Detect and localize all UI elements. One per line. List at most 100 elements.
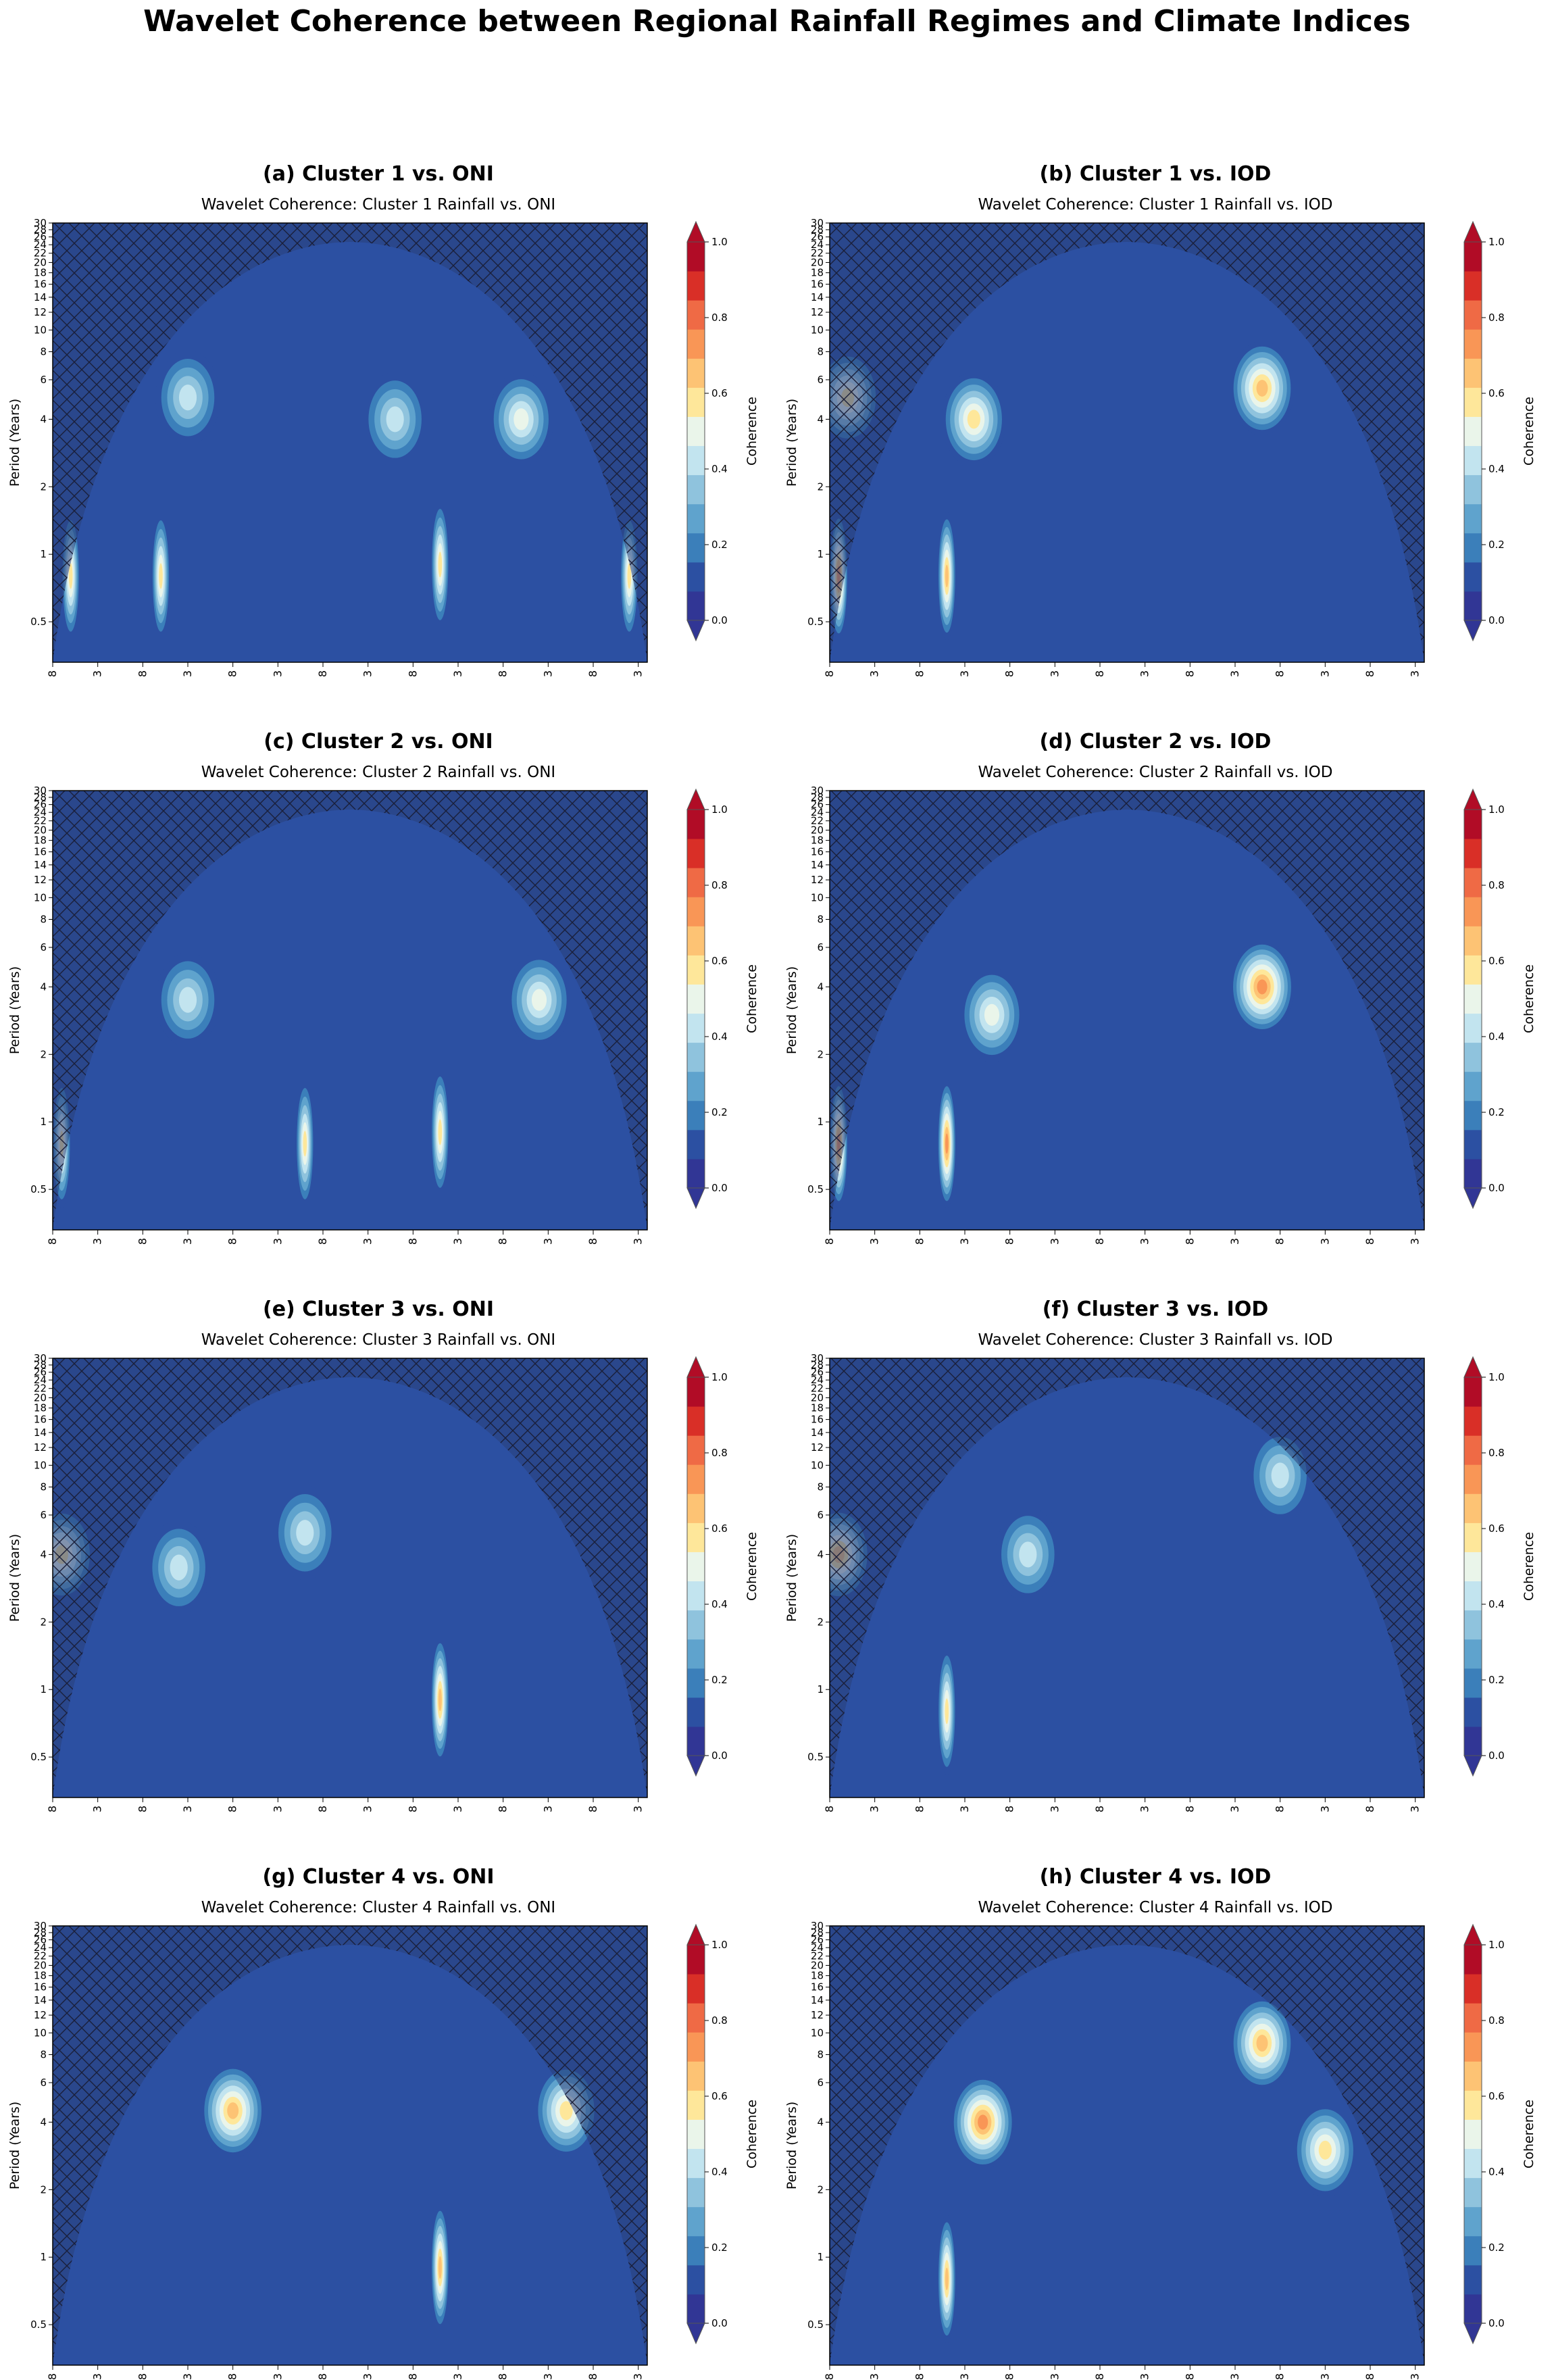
plot-frame	[829, 1358, 1425, 1798]
cone-of-influence-hatch	[53, 1926, 647, 2365]
y-tick-label: 28	[34, 1359, 47, 1371]
y-tick-label: 6	[40, 941, 47, 953]
x-tick-label: 1998	[406, 1238, 419, 1245]
colorbar-tick-label: 0.8	[711, 1447, 728, 1459]
colorbar-tick-label: 0.4	[1488, 463, 1505, 475]
x-tick-label: 1988	[1093, 670, 1106, 677]
colorbar-min-arrow	[686, 1755, 705, 1777]
y-tick-label: 28	[811, 1359, 824, 1371]
y-tick-label: 16	[34, 1414, 47, 1426]
y-tick-label: 4	[817, 2116, 824, 2128]
y-tick-label: 16	[811, 278, 824, 291]
colorbar-tick-label: 0.0	[1488, 1182, 1505, 1194]
y-tick-label: 0.5	[807, 616, 824, 628]
y-tick-label: 28	[34, 224, 47, 236]
colorbar-segment	[687, 1610, 705, 1640]
colorbar-segment	[687, 868, 705, 897]
colorbar-frame	[686, 241, 705, 621]
y-tick-label: 14	[811, 1427, 824, 1439]
colorbar-segment	[687, 532, 705, 563]
y-tick-label: 24	[811, 1941, 824, 1954]
colorbar-tick-label: 0.2	[1488, 539, 1505, 551]
panel-subtitle: Wavelet Coherence: Cluster 4 Rainfall vs…	[978, 1899, 1333, 1916]
wavelet-chart: 1958 1963 1968 1973 1978 1983 1988 1993 1998 2003…	[784, 785, 1536, 1245]
coherence-blob	[945, 2267, 949, 2291]
colorbar-tick-label: 0.4	[711, 463, 728, 475]
cone-of-influence-hatch	[53, 1358, 647, 1798]
x-tick-label: 2018	[586, 1806, 599, 1812]
colorbar-segment	[1464, 1435, 1482, 1465]
colorbar-segment	[1464, 1639, 1482, 1669]
panel-title: (d) Cluster 2 vs. IOD	[1039, 730, 1272, 753]
x-tick-label: 1968	[136, 670, 149, 677]
y-tick-label: 0.5	[30, 2319, 47, 2331]
x-tick-label: 1968	[913, 1806, 926, 1812]
chart-panel-b: (b) Cluster 1 vs. IOD Wavelet Coherence: …	[777, 109, 1554, 677]
y-tick-label: 0.5	[807, 2319, 824, 2331]
colorbar-segment	[1464, 329, 1482, 359]
colorbar-min-arrow	[1463, 1187, 1482, 1210]
coherence-blobs	[61, 350, 639, 641]
colorbar-segment	[1464, 1071, 1482, 1101]
colorbar-tick-label: 0.8	[1488, 2014, 1505, 2027]
colorbar-max-arrow	[1463, 1356, 1482, 1378]
colorbar-tick-label: 0.4	[711, 2166, 728, 2178]
colorbar-label: Coherence	[745, 1532, 759, 1601]
colorbar-segment	[1464, 445, 1482, 476]
colorbar-tick-label: 0.2	[1488, 1674, 1505, 1686]
colorbar-segment	[687, 358, 705, 388]
coherence-blob	[513, 408, 529, 430]
coherence-blob	[978, 2114, 988, 2130]
colorbar-tick-label: 0.0	[711, 614, 728, 626]
y-tick-label: 26	[34, 799, 47, 811]
coherence-blobs	[200, 2063, 599, 2332]
x-tick-label: 2003	[1228, 670, 1241, 677]
cone-of-influence-hatch	[830, 1358, 1424, 1798]
y-tick-label: 12	[34, 2009, 47, 2021]
y-tick-label: 2	[817, 1616, 824, 1628]
coherence-blob	[438, 551, 443, 578]
coherence-blob	[438, 1119, 443, 1145]
y-tick-label: 2	[817, 480, 824, 493]
colorbar-segment	[687, 1435, 705, 1465]
panel-subtitle: Wavelet Coherence: Cluster 1 Rainfall vs…	[978, 196, 1333, 214]
colorbar-segment	[1464, 242, 1482, 272]
chart-panel-h: (h) Cluster 4 vs. IOD Wavelet Coherence: …	[777, 1812, 1554, 2380]
colorbar-min-arrow	[686, 2323, 705, 2345]
colorbar-tick-label: 0.0	[1488, 614, 1505, 626]
x-tick-label: 1993	[1138, 670, 1151, 677]
x-tick-label: 1958	[46, 2373, 59, 2380]
y-tick-label: 4	[40, 981, 47, 993]
colorbar-tick-label: 0.0	[1488, 2317, 1505, 2329]
colorbar-tick-label: 0.6	[1488, 955, 1505, 967]
colorbar-segment	[1464, 2090, 1482, 2120]
x-tick-label: 1963	[868, 1238, 881, 1245]
colorbar-segment	[1464, 2061, 1482, 2091]
y-tick-label: 1	[817, 1683, 824, 1695]
colorbar-segment	[1464, 532, 1482, 563]
colorbar-segment	[687, 2032, 705, 2062]
y-axis-label: Period (Years)	[784, 399, 799, 487]
colorbar-tick-label: 0.4	[711, 1598, 728, 1610]
colorbar-tick-label: 0.8	[1488, 1447, 1505, 1459]
x-tick-label: 2023	[632, 2373, 645, 2380]
y-tick-label: 20	[34, 824, 47, 836]
panel-subtitle: Wavelet Coherence: Cluster 3 Rainfall vs…	[978, 1331, 1333, 1349]
y-tick-label: 18	[34, 1970, 47, 1982]
y-tick-label: 6	[40, 2077, 47, 2089]
colorbar-segment	[1464, 416, 1482, 447]
y-tick-label: 26	[811, 231, 824, 243]
colorbar-min-arrow	[686, 620, 705, 642]
x-tick-label: 1978	[226, 1806, 239, 1812]
y-tick-label: 4	[817, 413, 824, 425]
x-tick-label: 2018	[586, 2373, 599, 2380]
coherence-blob	[438, 1688, 442, 1712]
y-axis-label: Period (Years)	[784, 966, 799, 1054]
y-axis-label: Period (Years)	[7, 399, 22, 487]
y-tick-label: 8	[40, 2049, 47, 2061]
y-tick-label: 14	[34, 859, 47, 871]
y-tick-label: 26	[34, 1366, 47, 1379]
x-tick-label: 2003	[451, 2373, 464, 2380]
coherence-blob	[984, 1003, 1000, 1026]
x-tick-label: 1978	[226, 2373, 239, 2380]
